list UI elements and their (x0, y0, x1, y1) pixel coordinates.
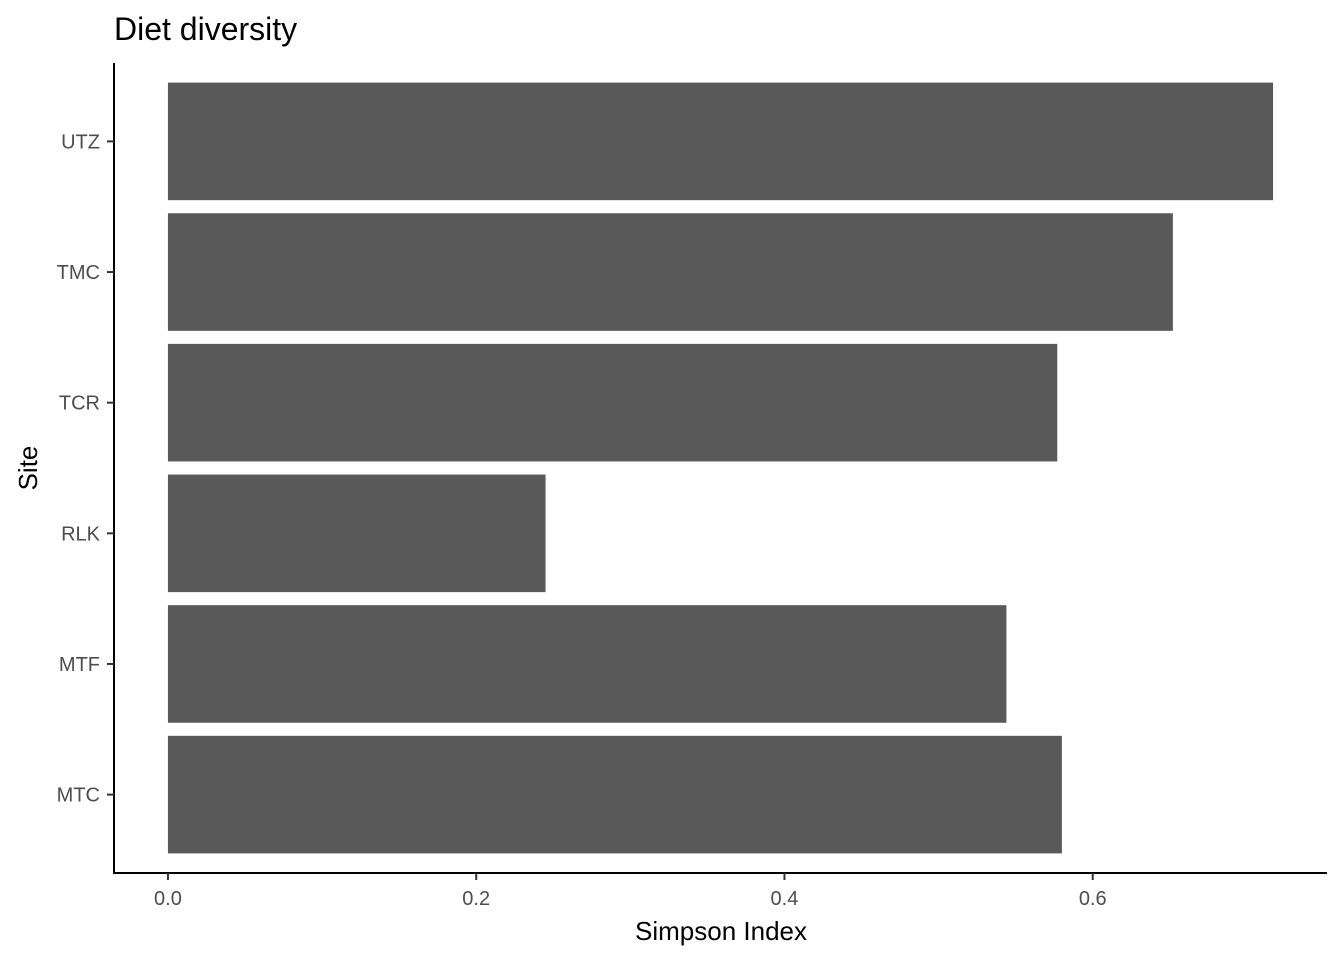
bar-rlk (167, 474, 546, 593)
x-tick-label: 0.4 (771, 888, 799, 910)
y-tick-label-rlk: RLK (61, 523, 101, 545)
bar-mtf (167, 605, 1007, 723)
y-tick-label-tmc: TMC (57, 262, 100, 284)
x-tick-label: 0.6 (1079, 888, 1107, 910)
y-tick-label-mtf: MTF (59, 654, 100, 676)
x-axis-title: Simpson Index (635, 916, 807, 946)
y-axis-title: Site (13, 446, 43, 491)
x-tick-label: 0.0 (154, 888, 182, 910)
bar-tcr (167, 343, 1058, 462)
chart-title: Diet diversity (114, 11, 297, 47)
bars-group (167, 82, 1274, 854)
y-tick-label-utz: UTZ (61, 131, 100, 153)
x-tick-label: 0.2 (462, 888, 490, 910)
bar-utz (167, 82, 1274, 201)
x-ticks-group: 0.0 0.2 0.4 0.6 (154, 873, 1107, 910)
y-ticks-group: MTC MTF RLK TCR TMC UTZ (57, 131, 114, 807)
bar-mtc (167, 735, 1062, 854)
y-tick-label-mtc: MTC (57, 785, 100, 807)
bar-tmc (167, 213, 1173, 331)
y-tick-label-tcr: TCR (59, 393, 100, 415)
